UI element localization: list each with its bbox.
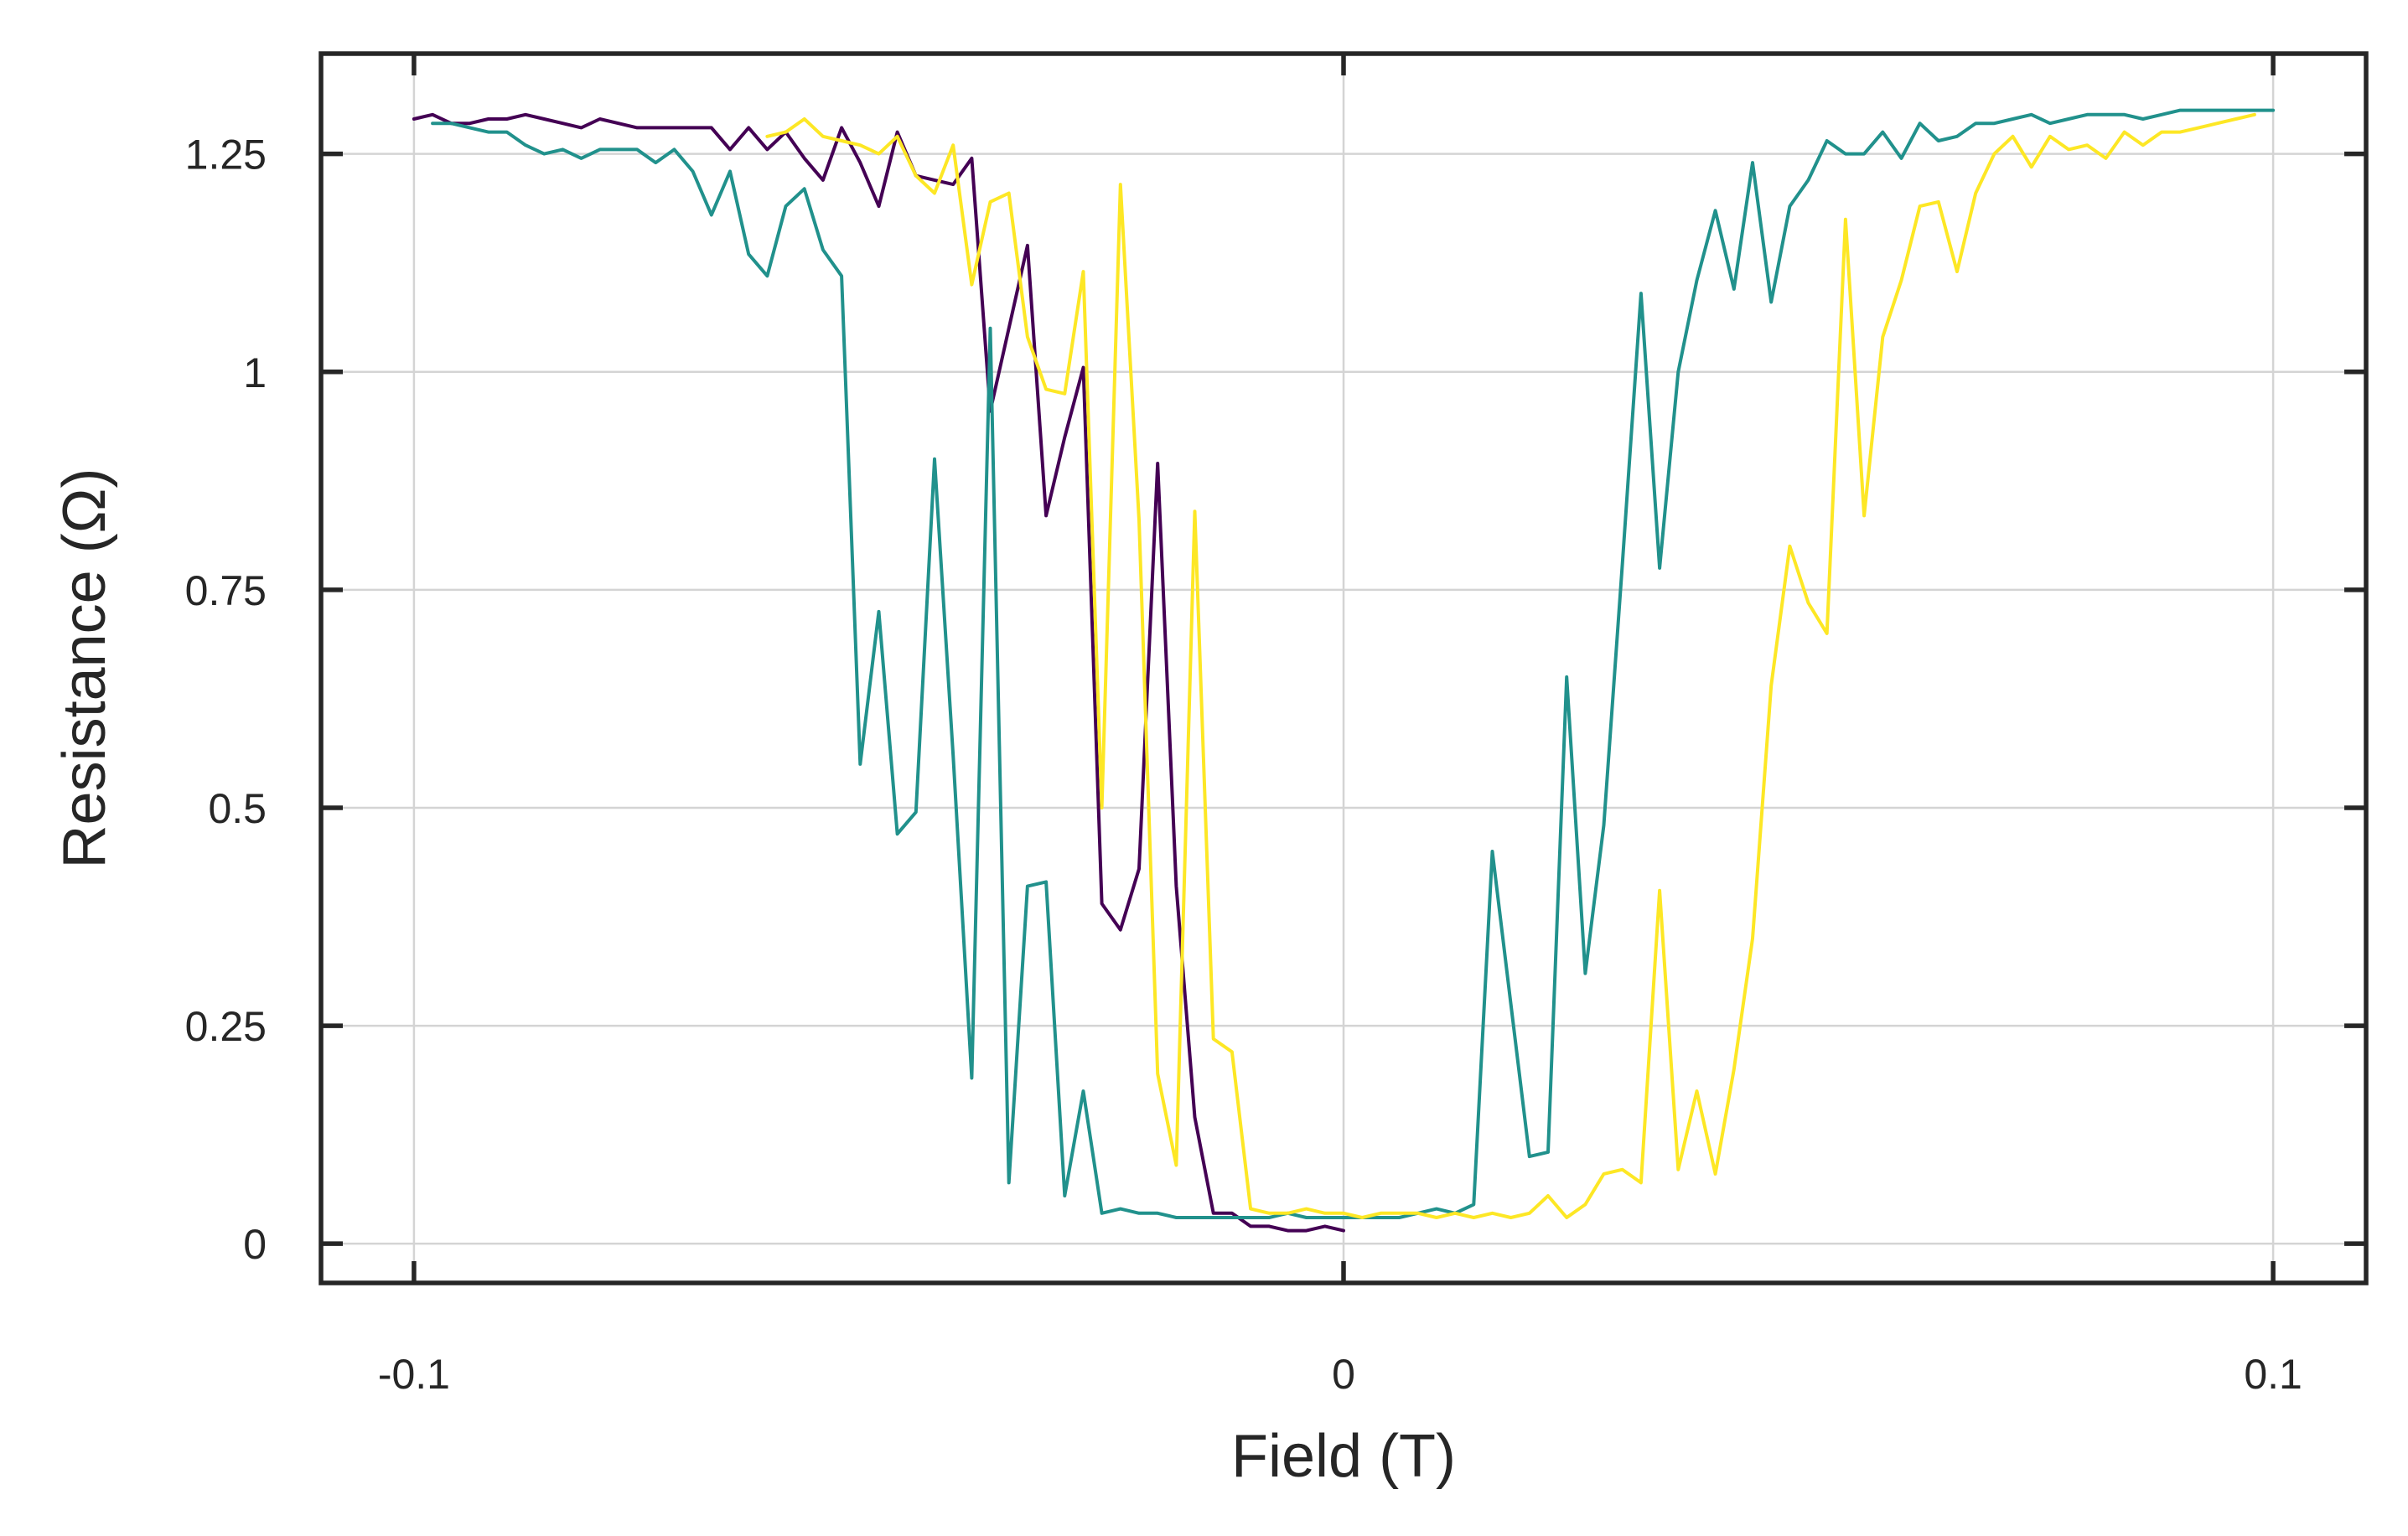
x-tick-labels: -0.1 0 0.1 <box>378 1351 2302 1398</box>
grid-lines <box>321 54 2366 1283</box>
y-tick-label: 1 <box>243 349 267 396</box>
x-tick-label: 0.1 <box>2244 1351 2302 1398</box>
x-tick-label: -0.1 <box>378 1351 450 1398</box>
series-line-2 <box>765 112 2256 1219</box>
y-tick-label: 0 <box>243 1221 267 1268</box>
x-axis-label: Field (T) <box>1231 1423 1456 1490</box>
y-tick-label: 1.25 <box>185 132 267 178</box>
series-line-1 <box>431 108 2276 1219</box>
series-lines <box>412 108 2276 1233</box>
y-tick-label: 0.25 <box>185 1003 267 1050</box>
x-tick-label: 0 <box>1332 1351 1355 1398</box>
series-line-0 <box>412 112 1345 1233</box>
tick-marks <box>321 54 2366 1283</box>
y-tick-label: 0.75 <box>185 567 267 614</box>
y-tick-label: 0.5 <box>208 785 267 832</box>
y-axis-label: Resistance (Ω) <box>51 468 118 869</box>
y-tick-labels: 0 0.25 0.5 0.75 1 1.25 <box>185 132 267 1269</box>
